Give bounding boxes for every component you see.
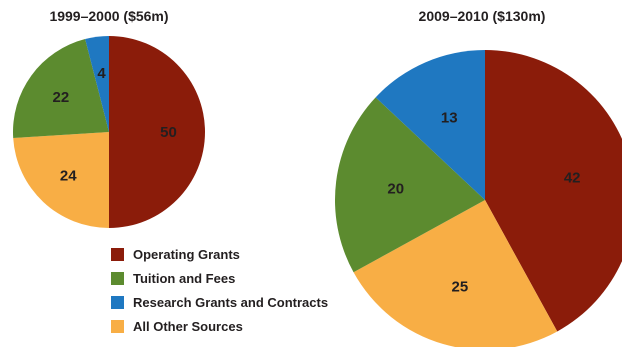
- pie-2-label-all-other-sources: 25: [452, 278, 469, 295]
- legend-item-all-other-sources: All Other Sources: [111, 314, 328, 338]
- pie-1-slice-tuition-and-fees: [13, 39, 109, 139]
- pie-2: 42 25 20 13: [334, 50, 622, 347]
- pie-2-label-tuition-and-fees: 20: [387, 181, 404, 198]
- pie-1-slice-operating-grants: [109, 36, 205, 228]
- legend-item-tuition-and-fees: Tuition and Fees: [111, 266, 328, 290]
- legend-item-operating-grants: Operating Grants: [111, 242, 328, 266]
- pie-2-slice-tuition-and-fees: [334, 97, 485, 273]
- pie-2-title: 2009–2010 ($130m): [418, 8, 546, 24]
- legend-swatch: [111, 319, 124, 333]
- pie-1-slice-all-other-sources: [13, 132, 109, 228]
- pie-2-slice-all-other-sources: [353, 200, 558, 347]
- pie-2-label-operating-grants: 42: [564, 170, 581, 187]
- pie-1-slice-research-grants-and-contracts: [85, 36, 109, 132]
- legend-swatch: [111, 247, 124, 261]
- pie-1-label-research-grants-and-contracts: 4: [97, 65, 106, 82]
- pie-1-label-tuition-and-fees: 22: [53, 89, 70, 106]
- legend-swatch: [111, 271, 124, 285]
- legend-label: Operating Grants: [133, 246, 240, 262]
- legend-swatch: [111, 295, 124, 309]
- pie-1: 50 24 22 4: [13, 36, 205, 228]
- pie-1-label-all-other-sources: 24: [60, 167, 77, 184]
- legend-label: All Other Sources: [133, 318, 243, 334]
- pie-2-slice-research-grants-and-contracts: [375, 50, 485, 200]
- pie-1-title: 1999–2000 ($56m): [49, 8, 169, 24]
- legend-label: Tuition and Fees: [133, 270, 236, 286]
- pie-2-label-research-grants-and-contracts: 13: [441, 109, 458, 126]
- pie-1-label-operating-grants: 50: [160, 124, 177, 141]
- legend: Operating Grants Tuition and Fees Resear…: [111, 242, 328, 338]
- legend-label: Research Grants and Contracts: [133, 294, 329, 310]
- legend-item-research-grants: Research Grants and Contracts: [111, 290, 328, 314]
- pie-2-slice-operating-grants: [485, 50, 622, 332]
